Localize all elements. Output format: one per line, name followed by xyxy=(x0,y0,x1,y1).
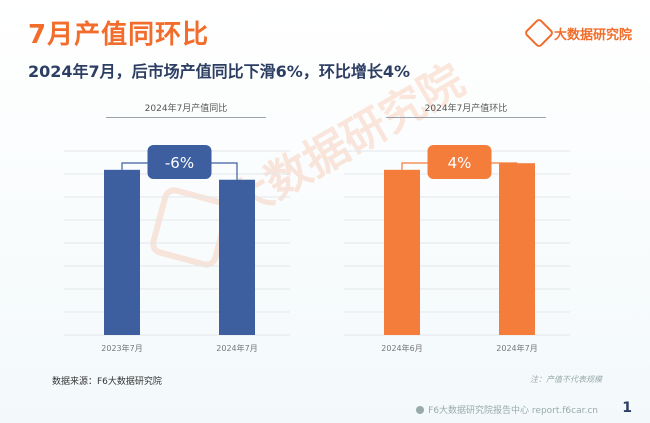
website-text: F6大数据研究院报告中心 report.f6car.cn xyxy=(428,406,598,416)
chart-title-underline xyxy=(386,117,546,118)
change-badge xyxy=(147,145,212,179)
change-label: -6% xyxy=(165,154,194,172)
brand-logo: 大数据研究院 xyxy=(523,17,632,49)
x-tick-label: 2024年7月 xyxy=(496,343,537,353)
x-tick-label: 2023年7月 xyxy=(101,343,142,353)
data-source: 数据来源：F6大数据研究院 xyxy=(52,377,162,387)
page-subtitle: 2024年7月，后市场产值同比下滑6%，环比增长4% xyxy=(28,62,410,81)
page-number: 1 xyxy=(622,400,632,416)
x-tick-label: 2024年7月 xyxy=(216,343,257,353)
chart-title-mom: 2024年7月产值环比 xyxy=(424,104,508,114)
chart-title-yoy: 2024年7月产值同比 xyxy=(144,104,228,114)
bar xyxy=(104,169,140,335)
bar xyxy=(219,179,255,335)
brand-name: 大数据研究院 xyxy=(553,27,632,43)
bar xyxy=(384,169,420,335)
change-badge xyxy=(427,145,492,179)
chart-title-underline xyxy=(106,117,266,118)
footnote: 注：产值不代表规模 xyxy=(530,375,602,384)
page-title: 7月产值同环比 xyxy=(28,20,210,50)
website-footer: F6大数据研究院报告中心 report.f6car.cn xyxy=(416,403,598,416)
change-label: 4% xyxy=(448,154,472,172)
bar xyxy=(499,163,535,335)
x-tick-label: 2024年6月 xyxy=(381,343,422,353)
globe-icon xyxy=(416,405,425,414)
